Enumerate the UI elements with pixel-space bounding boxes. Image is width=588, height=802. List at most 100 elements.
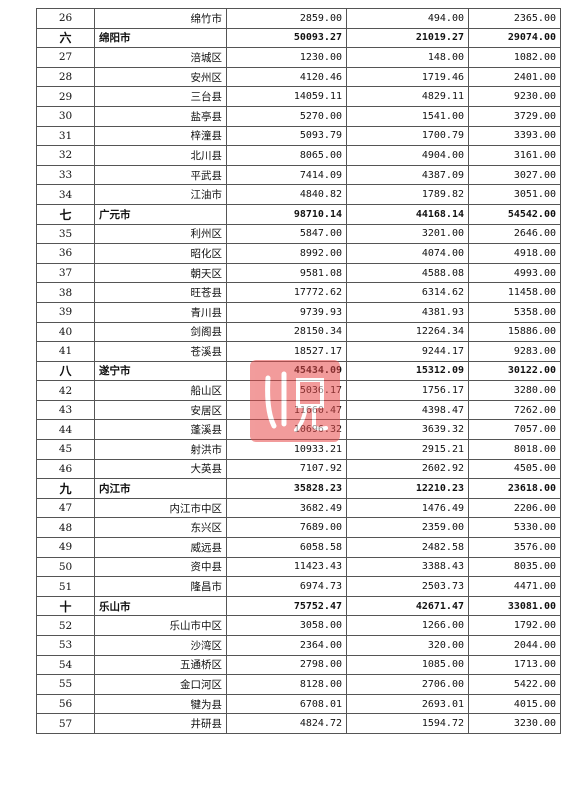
amount-c-cell: 4993.00 bbox=[468, 262, 561, 284]
region-name-cell: 平武县 bbox=[94, 164, 227, 186]
amount-b-cell: 44168.14 bbox=[346, 203, 469, 225]
amount-c-cell: 5422.00 bbox=[468, 674, 561, 695]
amount-b-cell: 2482.58 bbox=[346, 537, 469, 558]
amount-c-cell: 9230.00 bbox=[468, 86, 561, 107]
region-name-cell: 苍溪县 bbox=[94, 341, 227, 362]
total-amount-cell: 6058.58 bbox=[226, 537, 347, 558]
region-name-cell: 朝天区 bbox=[94, 262, 227, 284]
amount-c-cell: 3576.00 bbox=[468, 537, 561, 558]
region-name-cell: 涪城区 bbox=[94, 47, 227, 68]
amount-c-cell: 7057.00 bbox=[468, 419, 561, 441]
row-number-cell: 54 bbox=[36, 654, 95, 676]
table-row: 47 内江市中区 3682.49 1476.49 2206.00 bbox=[36, 497, 561, 519]
row-number-cell: 八 bbox=[36, 360, 95, 382]
row-number-cell: 38 bbox=[36, 282, 95, 303]
total-amount-cell: 98710.14 bbox=[226, 203, 347, 225]
amount-c-cell: 3051.00 bbox=[468, 184, 561, 205]
total-amount-cell: 18527.17 bbox=[226, 341, 347, 362]
table-row: 28 安州区 4120.46 1719.46 2401.00 bbox=[36, 66, 561, 88]
region-name-cell: 大英县 bbox=[94, 458, 227, 480]
table-row: 30 盐亭县 5270.00 1541.00 3729.00 bbox=[36, 105, 561, 127]
row-number-cell: 45 bbox=[36, 439, 95, 460]
table-row: 37 朝天区 9581.08 4588.08 4993.00 bbox=[36, 262, 561, 284]
table-row: 32 北川县 8065.00 4904.00 3161.00 bbox=[36, 145, 561, 166]
region-name-cell: 安州区 bbox=[94, 66, 227, 88]
region-name-cell: 船山区 bbox=[94, 380, 227, 401]
region-name-cell: 犍为县 bbox=[94, 693, 227, 715]
region-name-cell: 昭化区 bbox=[94, 243, 227, 264]
amount-c-cell: 5330.00 bbox=[468, 517, 561, 539]
amount-b-cell: 1541.00 bbox=[346, 105, 469, 127]
table-row: 49 威远县 6058.58 2482.58 3576.00 bbox=[36, 537, 561, 558]
amount-c-cell: 15886.00 bbox=[468, 321, 561, 343]
total-amount-cell: 4120.46 bbox=[226, 66, 347, 88]
row-number-cell: 28 bbox=[36, 66, 95, 88]
row-number-cell: 47 bbox=[36, 497, 95, 519]
table-row: 46 大英县 7107.92 2602.92 4505.00 bbox=[36, 458, 561, 480]
total-amount-cell: 3682.49 bbox=[226, 497, 347, 519]
total-amount-cell: 6708.01 bbox=[226, 693, 347, 715]
region-name-cell: 绵阳市 bbox=[94, 27, 227, 49]
amount-c-cell: 11458.00 bbox=[468, 282, 561, 303]
row-number-cell: 六 bbox=[36, 27, 95, 49]
total-amount-cell: 8128.00 bbox=[226, 674, 347, 695]
total-amount-cell: 9739.93 bbox=[226, 301, 347, 323]
total-amount-cell: 35828.23 bbox=[226, 478, 347, 499]
amount-b-cell: 1700.79 bbox=[346, 125, 469, 147]
city-total-row: 十乐山市 75752.47 42671.47 33081.00 bbox=[36, 595, 561, 617]
total-amount-cell: 8992.00 bbox=[226, 243, 347, 264]
amount-b-cell: 2359.00 bbox=[346, 517, 469, 539]
amount-b-cell: 4074.00 bbox=[346, 243, 469, 264]
amount-b-cell: 4588.08 bbox=[346, 262, 469, 284]
amount-c-cell: 1792.00 bbox=[468, 615, 561, 636]
amount-b-cell: 2503.73 bbox=[346, 576, 469, 597]
table-row: 41 苍溪县 18527.17 9244.17 9283.00 bbox=[36, 341, 561, 362]
total-amount-cell: 17772.62 bbox=[226, 282, 347, 303]
amount-b-cell: 4398.47 bbox=[346, 399, 469, 421]
total-amount-cell: 75752.47 bbox=[226, 595, 347, 617]
row-number-cell: 30 bbox=[36, 105, 95, 127]
row-number-cell: 44 bbox=[36, 419, 95, 441]
table-row: 33 平武县 7414.09 4387.09 3027.00 bbox=[36, 164, 561, 186]
amount-c-cell: 23618.00 bbox=[468, 478, 561, 499]
amount-c-cell: 2401.00 bbox=[468, 66, 561, 88]
row-number-cell: 41 bbox=[36, 341, 95, 362]
amount-c-cell: 8018.00 bbox=[468, 439, 561, 460]
total-amount-cell: 2364.00 bbox=[226, 635, 347, 656]
amount-c-cell: 2646.00 bbox=[468, 223, 561, 245]
region-name-cell: 遂宁市 bbox=[94, 360, 227, 382]
total-amount-cell: 50093.27 bbox=[226, 27, 347, 49]
amount-c-cell: 7262.00 bbox=[468, 399, 561, 421]
row-number-cell: 十 bbox=[36, 595, 95, 617]
row-number-cell: 34 bbox=[36, 184, 95, 205]
table-row: 56 犍为县 6708.01 2693.01 4015.00 bbox=[36, 693, 561, 715]
region-name-cell: 绵竹市 bbox=[94, 8, 227, 29]
total-amount-cell: 5270.00 bbox=[226, 105, 347, 127]
amount-b-cell: 15312.09 bbox=[346, 360, 469, 382]
region-name-cell: 井研县 bbox=[94, 713, 227, 734]
amount-c-cell: 3280.00 bbox=[468, 380, 561, 401]
row-number-cell: 49 bbox=[36, 537, 95, 558]
row-number-cell: 26 bbox=[36, 8, 95, 29]
amount-b-cell: 2706.00 bbox=[346, 674, 469, 695]
region-name-cell: 东兴区 bbox=[94, 517, 227, 539]
amount-c-cell: 3027.00 bbox=[468, 164, 561, 186]
table-row: 54 五通桥区 2798.00 1085.00 1713.00 bbox=[36, 654, 561, 676]
table-row: 29 三台县 14059.11 4829.11 9230.00 bbox=[36, 86, 561, 107]
region-name-cell: 青川县 bbox=[94, 301, 227, 323]
region-name-cell: 安居区 bbox=[94, 399, 227, 421]
total-amount-cell: 4824.72 bbox=[226, 713, 347, 734]
table-row: 35 利州区 5847.00 3201.00 2646.00 bbox=[36, 223, 561, 245]
table-row: 36 昭化区 8992.00 4074.00 4918.00 bbox=[36, 243, 561, 264]
city-total-row: 六绵阳市 50093.27 21019.27 29074.00 bbox=[36, 27, 561, 49]
table-row: 34 江油市 4840.82 1789.82 3051.00 bbox=[36, 184, 561, 205]
region-name-cell: 剑阁县 bbox=[94, 321, 227, 343]
total-amount-cell: 9581.08 bbox=[226, 262, 347, 284]
amount-c-cell: 4505.00 bbox=[468, 458, 561, 480]
total-amount-cell: 28150.34 bbox=[226, 321, 347, 343]
amount-b-cell: 1476.49 bbox=[346, 497, 469, 519]
row-number-cell: 56 bbox=[36, 693, 95, 715]
amount-b-cell: 4904.00 bbox=[346, 145, 469, 166]
amount-b-cell: 320.00 bbox=[346, 635, 469, 656]
row-number-cell: 七 bbox=[36, 203, 95, 225]
